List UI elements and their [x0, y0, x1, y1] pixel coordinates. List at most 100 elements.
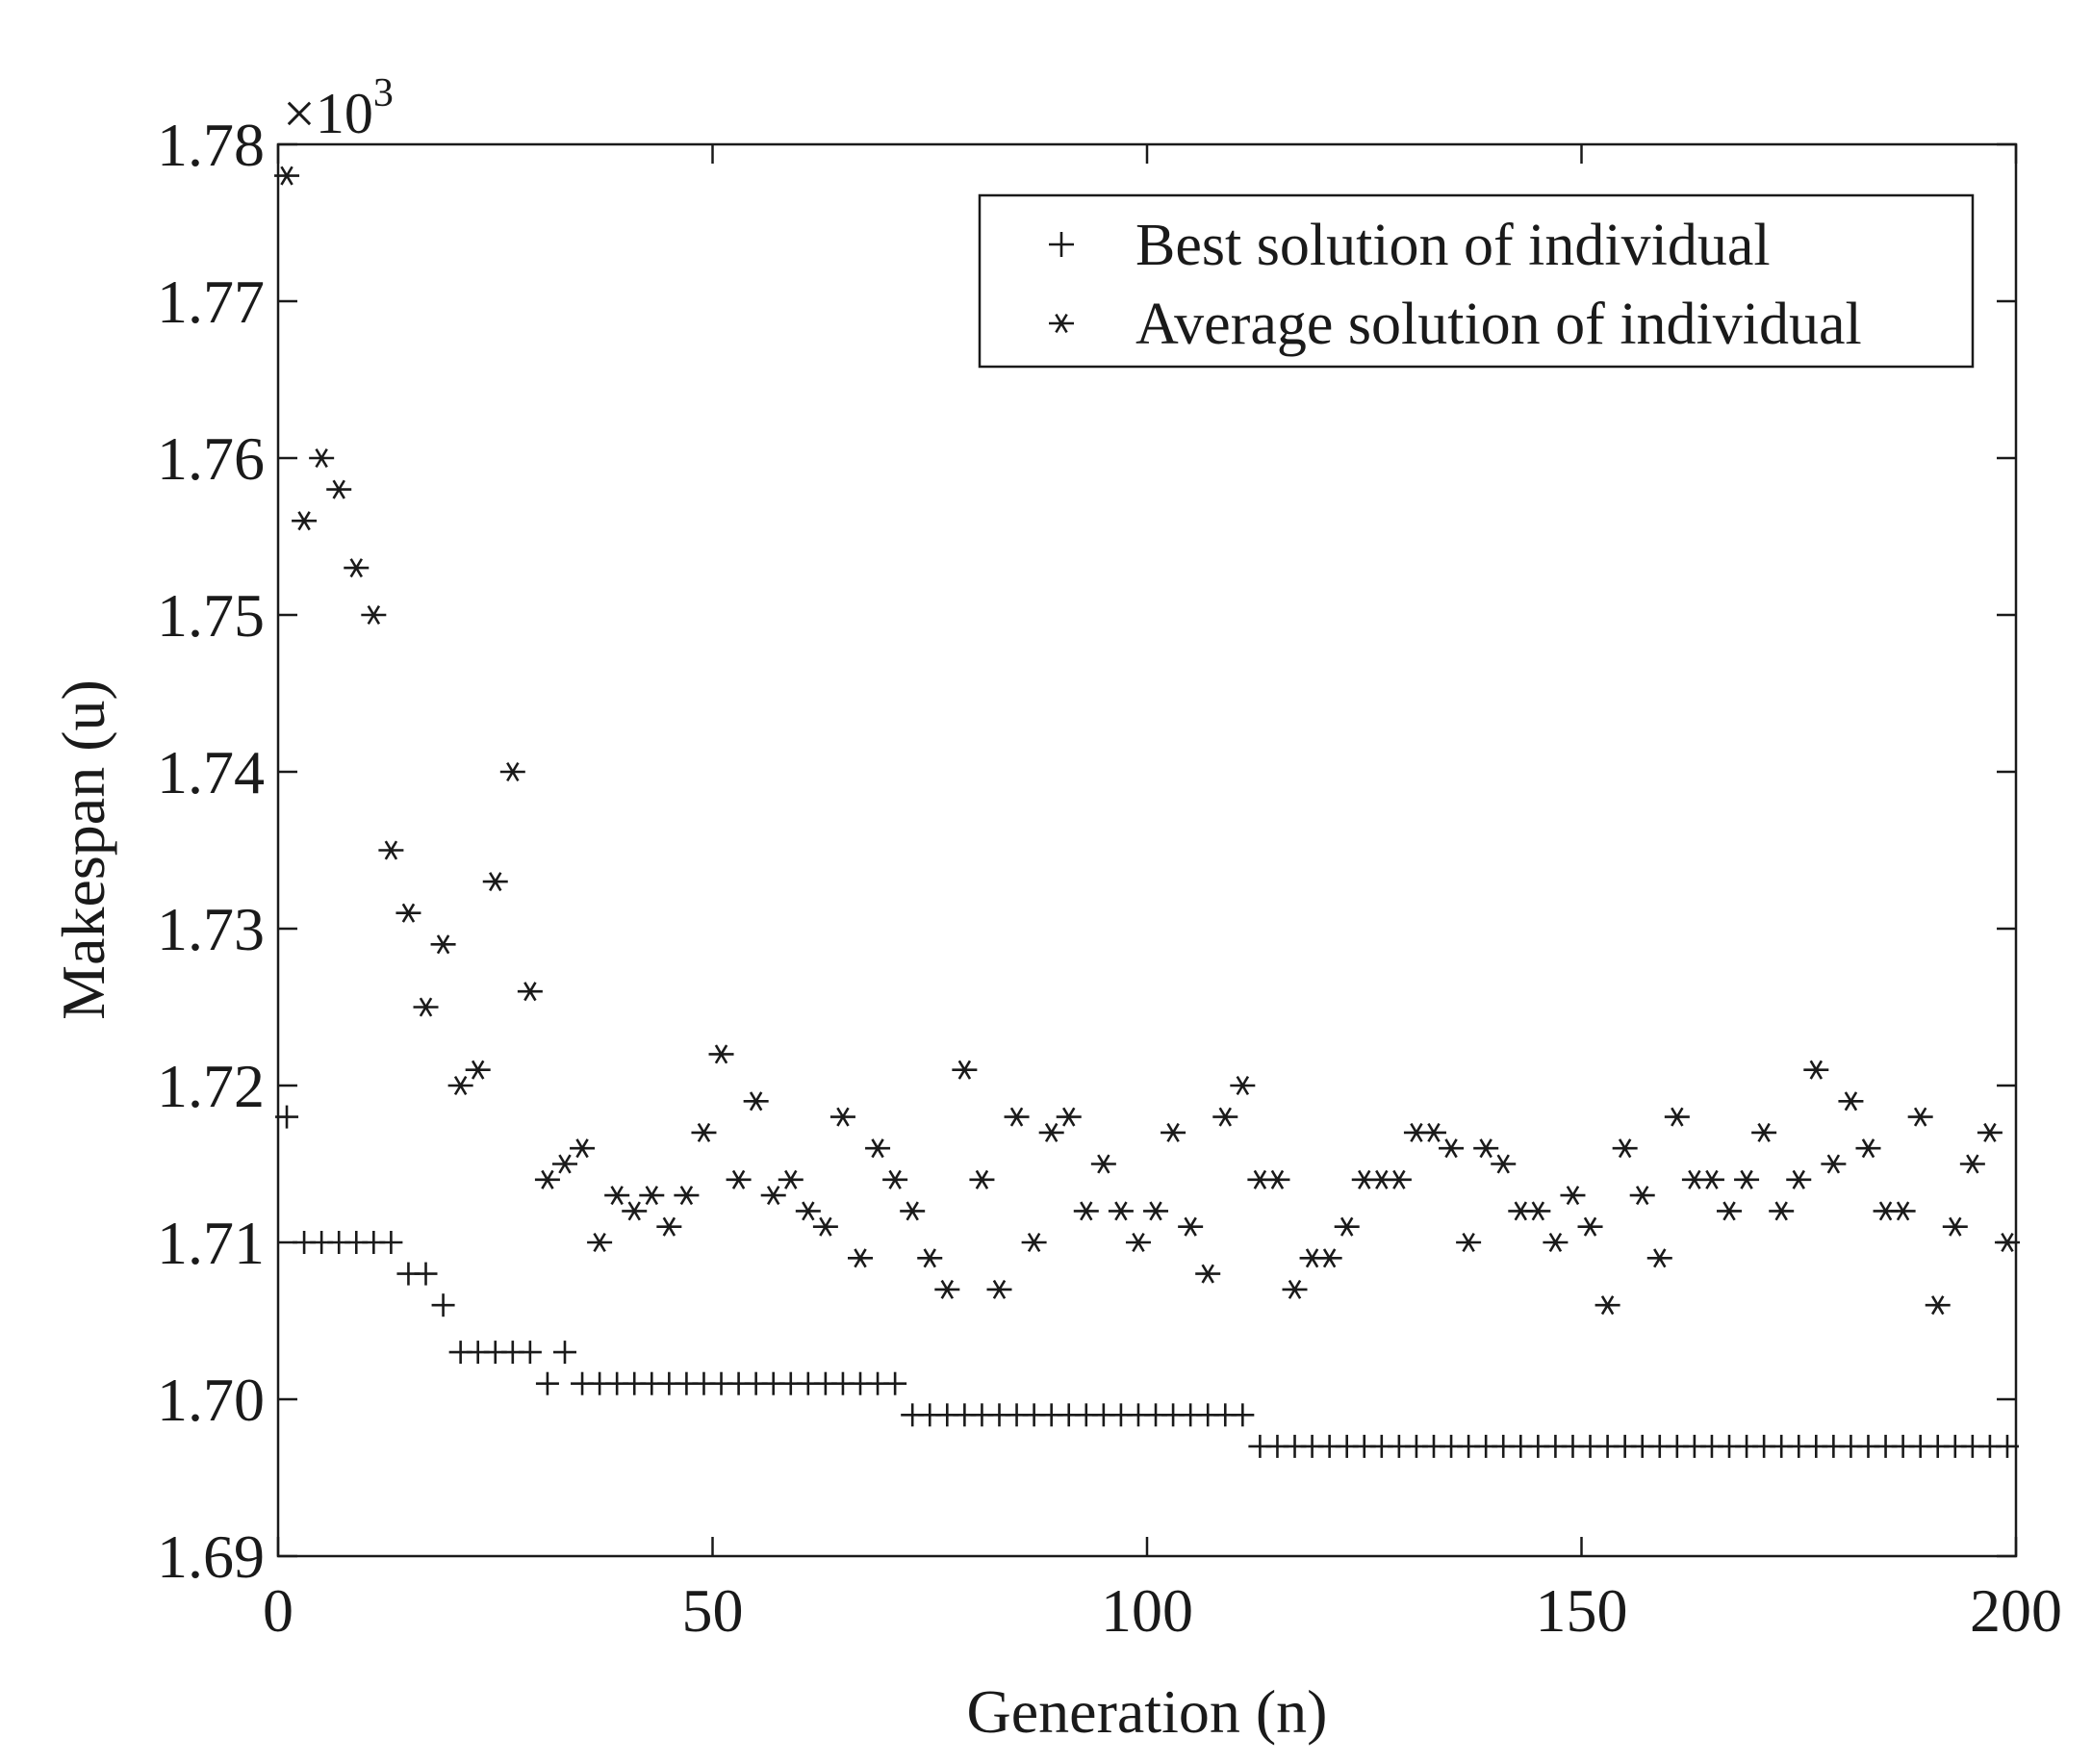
data-point-average [1316, 1248, 1342, 1268]
data-point-average [1959, 1154, 1985, 1174]
data-point-average [1734, 1169, 1760, 1189]
data-point-average [1751, 1122, 1777, 1142]
y-exponent-prefix: ×10 [283, 82, 373, 145]
data-point-average [570, 1138, 596, 1159]
data-point-average [726, 1169, 752, 1189]
data-point-average [1212, 1107, 1238, 1127]
data-point-average [848, 1248, 874, 1268]
data-point-average [1420, 1122, 1446, 1142]
data-point-average [499, 761, 525, 782]
y-axis-tick-labels: 1.69 1.70 1.71 1.72 1.73 1.74 1.75 1.76 … [157, 111, 265, 1591]
data-point-best [414, 1262, 438, 1286]
data-point-average [1717, 1201, 1743, 1221]
y-tick-label: 1.78 [157, 111, 265, 179]
data-point-best [431, 1293, 455, 1317]
data-point-best [535, 1371, 559, 1395]
data-point-average [1125, 1232, 1151, 1253]
data-point-average [1769, 1201, 1795, 1221]
data-point-average [865, 1138, 891, 1159]
data-point-average [517, 982, 543, 1002]
legend-asterisk-marker [1049, 313, 1074, 334]
data-point-average [447, 1075, 473, 1096]
data-point-average [795, 1201, 821, 1221]
data-point-average [1264, 1169, 1290, 1189]
data-point-average [1664, 1107, 1690, 1127]
data-point-average [1977, 1122, 2003, 1142]
data-point-average [1838, 1091, 1864, 1112]
x-tick-label: 200 [1970, 1576, 2062, 1645]
legend-box [978, 193, 1975, 369]
data-point-average [1942, 1216, 1968, 1237]
data-point-average [1056, 1107, 1082, 1127]
x-axis-label: Generation (n) [967, 1677, 1328, 1746]
data-point-average [395, 903, 421, 923]
data-point-average [326, 479, 352, 499]
data-point-average [1543, 1232, 1569, 1253]
data-point-average [1907, 1107, 1933, 1127]
y-axis-exponent: ×103 [283, 71, 394, 145]
data-point-average [1143, 1201, 1169, 1221]
data-point-best [552, 1341, 576, 1365]
data-point-average [1698, 1169, 1724, 1189]
data-point-average [691, 1122, 717, 1142]
data-point-average [1038, 1122, 1064, 1142]
data-point-average [882, 1169, 908, 1189]
data-point-average [1386, 1169, 1412, 1189]
data-point-best [275, 1105, 299, 1129]
data-point-average [482, 872, 508, 892]
y-tick-label: 1.71 [157, 1209, 265, 1277]
data-point-average [639, 1186, 665, 1206]
axis-ticks [276, 142, 2018, 1558]
y-tick-label: 1.73 [157, 895, 265, 963]
data-point-average [812, 1216, 838, 1237]
data-point-average [413, 997, 439, 1017]
data-point-average [1855, 1138, 1881, 1159]
data-point-average [1595, 1295, 1620, 1316]
data-point-average [1021, 1232, 1047, 1253]
data-point-average [309, 447, 335, 469]
legend: Best solution of individual Average solu… [978, 193, 1975, 369]
data-point-average [1994, 1232, 2020, 1253]
data-point-average [1577, 1216, 1603, 1237]
data-point-average [1230, 1075, 1256, 1096]
legend-plus-marker [1049, 232, 1074, 257]
data-point-average [1073, 1201, 1099, 1221]
data-point-average [1439, 1138, 1465, 1159]
data-point-average [1456, 1232, 1482, 1253]
data-point-average [1108, 1201, 1134, 1221]
data-point-average [344, 558, 370, 578]
data-point-average [1282, 1279, 1308, 1299]
data-point-average [743, 1091, 769, 1112]
data-point-average [1334, 1216, 1360, 1237]
data-point-average [1491, 1154, 1517, 1174]
data-point-average [900, 1201, 926, 1221]
data-point-average [551, 1154, 577, 1174]
data-point-average [1629, 1186, 1655, 1206]
y-tick-label: 1.76 [157, 424, 265, 493]
legend-label-average-solution: Average solution of individual [1135, 292, 1862, 357]
y-tick-label: 1.74 [157, 738, 265, 806]
data-point-average [1195, 1264, 1221, 1284]
legend-marker-plus [1049, 232, 1074, 257]
data-point-best [1995, 1434, 2019, 1458]
data-point-average [934, 1279, 960, 1299]
data-point-best [518, 1341, 542, 1365]
data-point-average [274, 166, 300, 186]
data-point-average [1925, 1295, 1951, 1316]
data-point-average [361, 604, 387, 626]
y-exponent-power: 3 [373, 71, 394, 115]
data-point-average [1786, 1169, 1812, 1189]
data-point-average [378, 840, 404, 860]
x-tick-label: 100 [1101, 1576, 1193, 1645]
data-point-average [1821, 1154, 1847, 1174]
data-point-average [778, 1169, 804, 1189]
data-point-average [604, 1186, 630, 1206]
data-point-average [917, 1248, 943, 1268]
data-point-average [829, 1107, 855, 1127]
data-point-best [1231, 1403, 1255, 1427]
data-point-average [1612, 1138, 1638, 1159]
y-tick-label: 1.70 [157, 1366, 265, 1434]
data-point-average [674, 1186, 700, 1206]
data-point-average [1803, 1060, 1829, 1080]
